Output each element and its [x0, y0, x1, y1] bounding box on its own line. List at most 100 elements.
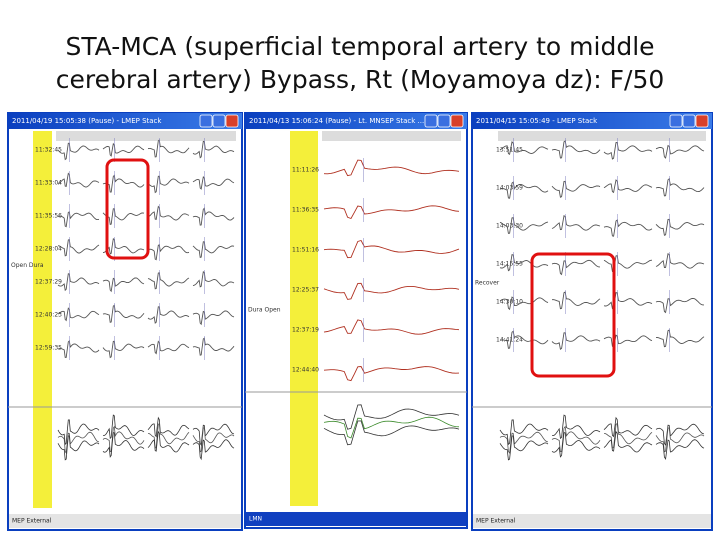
waveform — [323, 420, 460, 446]
window-button[interactable] — [695, 114, 709, 128]
status-text: MEP External — [476, 518, 516, 525]
waveform — [551, 432, 601, 458]
window-button[interactable] — [212, 114, 226, 128]
waveform — [323, 282, 460, 300]
waveform — [102, 425, 145, 453]
waveform — [57, 238, 100, 257]
waveform — [603, 179, 653, 194]
waveform — [192, 439, 235, 461]
waveform — [551, 140, 601, 159]
waveform — [57, 307, 100, 322]
app-window: 2011/04/13 15:06:24 (Pause) - Lt. MNSEP … — [244, 112, 468, 529]
waveform — [102, 432, 145, 458]
waveform — [192, 310, 235, 326]
waveform — [192, 423, 235, 447]
side-label: Open Dura — [11, 262, 44, 269]
waveform — [102, 208, 145, 225]
row-label: 13:51:45 — [496, 147, 523, 154]
window-button[interactable] — [669, 114, 683, 128]
title-bar — [8, 113, 242, 129]
app-window: 2011/04/15 15:05:49 - LMEP Stack 13:51:45… — [471, 112, 713, 531]
title-bar — [472, 113, 712, 129]
waveform — [551, 259, 600, 276]
waveform — [102, 340, 145, 359]
waveform — [655, 177, 705, 197]
waveform — [499, 435, 549, 461]
waveform — [192, 337, 235, 356]
window-button[interactable] — [199, 114, 213, 128]
waveform — [323, 366, 460, 382]
highlight-box — [530, 252, 616, 378]
waveform — [499, 181, 549, 199]
waveform — [57, 172, 100, 188]
status-bar — [246, 512, 466, 526]
status-bar — [473, 514, 711, 528]
waveform — [499, 431, 549, 454]
column-header — [498, 131, 706, 141]
waveform — [655, 144, 705, 159]
side-label: Recover — [475, 280, 500, 287]
waveform — [499, 419, 549, 446]
waveform — [551, 214, 601, 231]
row-label: 12:37:29 — [35, 279, 62, 286]
title-line: cerebral artery) Bypass, Rt (Moyamoya dz… — [55, 65, 665, 94]
waveform — [603, 142, 653, 160]
row-label: 11:32:45 — [35, 147, 62, 154]
waveform — [499, 296, 549, 311]
waveform — [147, 205, 190, 221]
waveform — [192, 241, 235, 258]
waveform — [192, 207, 235, 226]
waveform — [102, 142, 145, 157]
row-label: 14:30:10 — [496, 299, 523, 306]
waveform — [603, 219, 653, 237]
window-title: 2011/04/19 15:05:38 (Pause) - LMEP Stack — [12, 117, 162, 125]
waveform — [147, 272, 190, 290]
row-label: 12:40:23 — [35, 312, 62, 319]
row-label: 12:59:35 — [35, 345, 62, 352]
window-frame — [471, 112, 713, 531]
status-bar — [9, 514, 241, 528]
side-label: Dura Open — [248, 307, 281, 314]
waveform — [655, 423, 705, 446]
row-label: 11:35:56 — [35, 213, 62, 220]
title-line: STA-MCA (superficial temporal artery to … — [65, 32, 655, 61]
waveform — [603, 416, 653, 438]
waveform — [655, 252, 705, 269]
waveform — [102, 304, 145, 323]
window-button[interactable] — [450, 114, 464, 128]
highlight-box — [105, 158, 150, 260]
window-button[interactable] — [682, 114, 696, 128]
row-label: 14:41:24 — [496, 337, 523, 344]
row-label: 12:25:37 — [292, 287, 319, 294]
waveform — [655, 439, 705, 461]
waveform — [551, 332, 601, 350]
row-label: 11:36:35 — [292, 207, 319, 214]
waveform — [499, 330, 549, 349]
waveform — [603, 430, 653, 453]
waveform — [147, 139, 190, 158]
column-header — [56, 131, 236, 141]
app-window: 2011/04/19 15:05:38 (Pause) - LMEP Stack… — [7, 112, 243, 531]
waveform — [551, 291, 601, 310]
window-button[interactable] — [225, 114, 239, 128]
row-label: 12:28:04 — [35, 246, 62, 253]
waveform — [102, 277, 145, 293]
waveform — [57, 435, 100, 461]
window-frame — [244, 112, 468, 529]
window-button[interactable] — [437, 114, 451, 128]
waveform — [57, 142, 100, 161]
row-label: 11:11:26 — [292, 167, 319, 174]
waveform — [147, 306, 190, 324]
waveform — [147, 430, 190, 453]
waveform — [655, 427, 705, 453]
waveform — [192, 175, 235, 190]
window-button[interactable] — [424, 114, 438, 128]
waveform — [655, 297, 704, 314]
waveform — [192, 140, 235, 159]
waveform — [551, 414, 601, 440]
row-label: 14:03:30 — [496, 223, 523, 230]
waveform — [323, 404, 460, 430]
windows: 2011/04/19 15:05:38 (Pause) - LMEP Stack… — [7, 112, 713, 531]
